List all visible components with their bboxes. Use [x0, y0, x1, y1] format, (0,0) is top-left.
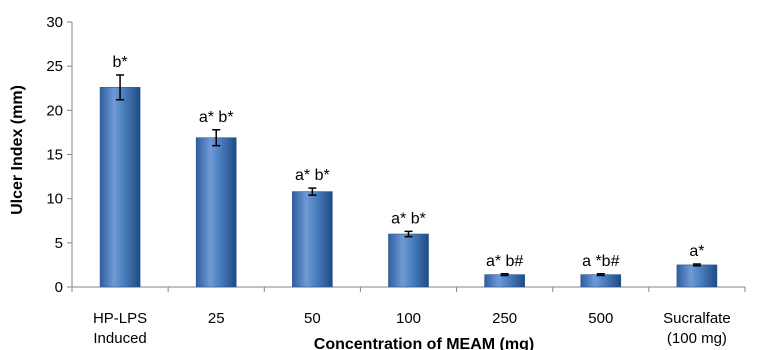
x-axis: HP-LPS Induced 25 50 100 250 500 Sucralfate (100…: [71, 286, 746, 347]
data-label: a* b#: [486, 253, 523, 270]
x-category-label: 500: [588, 310, 613, 327]
bar: [388, 233, 429, 288]
x-category-label: 100: [396, 310, 421, 327]
bar: [99, 87, 141, 288]
bar: [292, 191, 333, 288]
x-category-label: 250: [492, 310, 517, 327]
x-axis-title: Concentration of MEAM (mg): [314, 336, 534, 350]
y-tick-label: 0: [55, 279, 63, 296]
bars: b* a* b* a* b* a* b* a* b# a *b# a*: [99, 54, 718, 288]
data-label: a* b*: [391, 210, 426, 227]
bar: [676, 264, 718, 288]
x-category-label: Induced: [93, 330, 146, 347]
data-label: a* b*: [199, 109, 234, 126]
y-tick-label: 20: [46, 102, 63, 119]
data-label: b*: [113, 54, 128, 71]
data-label: a*: [689, 243, 704, 260]
bar: [484, 274, 525, 288]
x-category-label: (100 mg): [667, 330, 727, 347]
x-category-label: 25: [208, 310, 225, 327]
bar: [580, 274, 622, 288]
y-tick-label: 25: [46, 58, 63, 75]
x-category-label: 50: [304, 310, 321, 327]
bar: [195, 137, 237, 288]
x-category-label: HP-LPS: [93, 310, 147, 327]
data-label: a* b*: [295, 167, 330, 184]
x-category-label: Sucralfate: [663, 310, 731, 327]
data-label: a *b#: [582, 253, 619, 270]
y-axis-title: Ulcer Index (mm): [9, 85, 26, 215]
y-tick-label: 5: [55, 235, 63, 252]
y-tick-label: 10: [46, 191, 63, 208]
y-axis: 0 5 10 15 20 25 30: [46, 14, 73, 296]
y-tick-label: 15: [46, 147, 63, 164]
y-tick-label: 30: [46, 14, 63, 31]
